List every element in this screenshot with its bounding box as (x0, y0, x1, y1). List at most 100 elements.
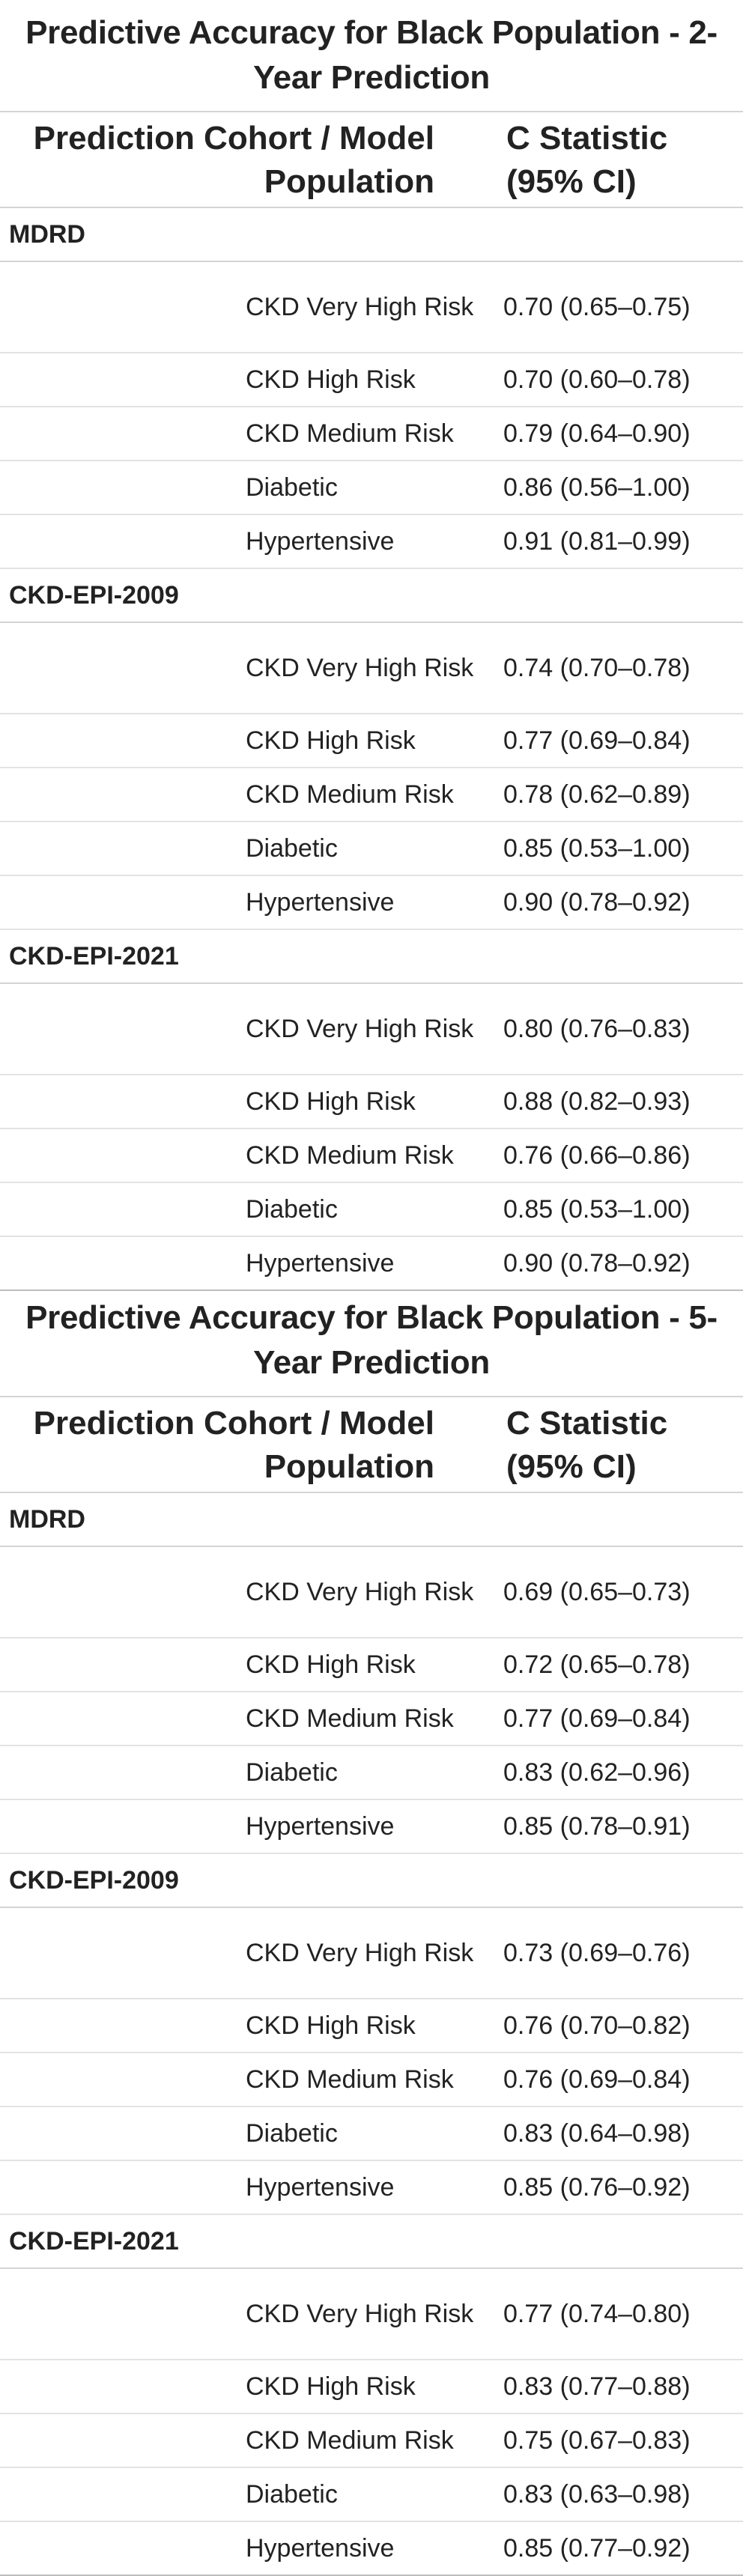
model-group-label: MDRD (0, 208, 743, 262)
model-group-label: CKD-EPI-2021 (0, 930, 743, 984)
cohort-cell: CKD Medium Risk (246, 2426, 454, 2455)
table-row: CKD Medium Risk 0.77 (0.69–0.84) (0, 1692, 743, 1746)
table-row: Hypertensive 0.85 (0.77–0.92) (0, 2522, 743, 2576)
cohort-cell: CKD Medium Risk (246, 2065, 454, 2094)
cohort-cell: CKD High Risk (246, 1650, 416, 1679)
c-statistic-cell: 0.90 (0.78–0.92) (503, 1248, 691, 1278)
c-statistic-cell: 0.77 (0.69–0.84) (503, 1704, 691, 1733)
cohort-cell: CKD High Risk (246, 2372, 416, 2401)
c-statistic-cell: 0.70 (0.65–0.75) (503, 292, 691, 321)
table-row: Diabetic 0.86 (0.56–1.00) (0, 461, 743, 515)
prediction-table: Predictive Accuracy for Black Population… (0, 14, 743, 1291)
c-statistic-cell: 0.90 (0.78–0.92) (503, 887, 691, 917)
table-row: CKD Very High Risk 0.70 (0.65–0.75) (0, 262, 743, 353)
table-row: CKD Very High Risk 0.74 (0.70–0.78) (0, 623, 743, 714)
column-header-cohort: Prediction Cohort / Model Population (33, 120, 434, 200)
cohort-cell: CKD Medium Risk (246, 1704, 454, 1733)
c-statistic-cell: 0.75 (0.67–0.83) (503, 2425, 691, 2455)
cohort-cell: CKD Medium Risk (246, 1141, 454, 1170)
cohort-cell: Diabetic (246, 1758, 338, 1787)
c-statistic-cell: 0.72 (0.65–0.78) (503, 1650, 691, 1679)
c-statistic-cell: 0.88 (0.82–0.93) (503, 1087, 691, 1116)
cohort-cell: Hypertensive (246, 888, 395, 917)
cohort-cell: Hypertensive (246, 2534, 395, 2563)
column-header-cstat: C Statistic (95% CI) (506, 120, 668, 200)
table-row: CKD Medium Risk 0.76 (0.69–0.84) (0, 2053, 743, 2107)
model-group-label: CKD-EPI-2021 (0, 2215, 743, 2269)
table-row: Hypertensive 0.90 (0.78–0.92) (0, 1237, 743, 1291)
cohort-cell: CKD High Risk (246, 726, 416, 755)
column-header-row: Prediction Cohort / Model Population C St… (0, 1397, 743, 1493)
table-row: Diabetic 0.85 (0.53–1.00) (0, 1183, 743, 1237)
table-row: Hypertensive 0.91 (0.81–0.99) (0, 515, 743, 569)
table-row: CKD Very High Risk 0.73 (0.69–0.76) (0, 1908, 743, 1999)
cohort-cell: Diabetic (246, 2119, 338, 2148)
c-statistic-cell: 0.70 (0.60–0.78) (503, 365, 691, 394)
column-header-cohort: Prediction Cohort / Model Population (33, 1405, 434, 1485)
table-title: Predictive Accuracy for Black Population… (0, 1285, 743, 1397)
table-row: CKD Very High Risk 0.77 (0.74–0.80) (0, 2269, 743, 2360)
c-statistic-cell: 0.77 (0.74–0.80) (503, 2299, 691, 2328)
c-statistic-cell: 0.69 (0.65–0.73) (503, 1577, 691, 1606)
c-statistic-cell: 0.73 (0.69–0.76) (503, 1938, 691, 1967)
cohort-cell: CKD Very High Risk (246, 1578, 474, 1606)
cohort-cell: Hypertensive (246, 1249, 395, 1278)
cohort-cell: Diabetic (246, 834, 338, 863)
c-statistic-cell: 0.85 (0.53–1.00) (503, 833, 691, 863)
table-row: Hypertensive 0.85 (0.78–0.91) (0, 1800, 743, 1854)
table-row: CKD High Risk 0.83 (0.77–0.88) (0, 2360, 743, 2414)
cohort-cell: Hypertensive (246, 527, 395, 556)
cohort-cell: CKD High Risk (246, 1087, 416, 1116)
prediction-table: Predictive Accuracy for Black Population… (0, 1285, 743, 2576)
cohort-cell: Diabetic (246, 2480, 338, 2509)
table-row: CKD Very High Risk 0.80 (0.76–0.83) (0, 984, 743, 1075)
model-group-label: MDRD (0, 1493, 743, 1547)
c-statistic-cell: 0.76 (0.66–0.86) (503, 1140, 691, 1170)
table-row: CKD High Risk 0.76 (0.70–0.82) (0, 1999, 743, 2053)
cohort-cell: CKD Very High Risk (246, 2300, 474, 2328)
c-statistic-cell: 0.76 (0.70–0.82) (503, 2011, 691, 2040)
cohort-cell: CKD Very High Risk (246, 1939, 474, 1967)
c-statistic-cell: 0.74 (0.70–0.78) (503, 653, 691, 682)
cohort-cell: CKD Very High Risk (246, 1015, 474, 1043)
c-statistic-cell: 0.77 (0.69–0.84) (503, 726, 691, 755)
table-row: CKD Medium Risk 0.75 (0.67–0.83) (0, 2414, 743, 2468)
c-statistic-cell: 0.78 (0.62–0.89) (503, 780, 691, 809)
table-row: CKD High Risk 0.70 (0.60–0.78) (0, 353, 743, 407)
c-statistic-cell: 0.85 (0.53–1.00) (503, 1194, 691, 1224)
cohort-cell: CKD Medium Risk (246, 780, 454, 809)
cohort-cell: Diabetic (246, 1195, 338, 1224)
table-row: CKD Medium Risk 0.79 (0.64–0.90) (0, 407, 743, 461)
c-statistic-cell: 0.83 (0.77–0.88) (503, 2372, 691, 2401)
c-statistic-cell: 0.80 (0.76–0.83) (503, 1014, 691, 1043)
table-row: CKD Medium Risk 0.76 (0.66–0.86) (0, 1129, 743, 1183)
table-row: CKD Medium Risk 0.78 (0.62–0.89) (0, 768, 743, 822)
cohort-cell: Hypertensive (246, 2173, 395, 2202)
model-group-label: CKD-EPI-2009 (0, 569, 743, 623)
cohort-cell: CKD Medium Risk (246, 419, 454, 448)
cohort-cell: CKD High Risk (246, 2011, 416, 2040)
c-statistic-cell: 0.83 (0.62–0.96) (503, 1758, 691, 1787)
c-statistic-cell: 0.76 (0.69–0.84) (503, 2065, 691, 2094)
model-group-label: CKD-EPI-2009 (0, 1854, 743, 1908)
c-statistic-cell: 0.91 (0.81–0.99) (503, 526, 691, 556)
c-statistic-cell: 0.83 (0.64–0.98) (503, 2118, 691, 2148)
table-row: Diabetic 0.83 (0.62–0.96) (0, 1746, 743, 1800)
cohort-cell: CKD High Risk (246, 365, 416, 394)
c-statistic-cell: 0.85 (0.77–0.92) (503, 2533, 691, 2563)
table-row: Diabetic 0.83 (0.63–0.98) (0, 2468, 743, 2522)
cohort-cell: CKD Very High Risk (246, 293, 474, 321)
table-row: Diabetic 0.85 (0.53–1.00) (0, 822, 743, 876)
table-row: CKD High Risk 0.88 (0.82–0.93) (0, 1075, 743, 1129)
c-statistic-cell: 0.83 (0.63–0.98) (503, 2479, 691, 2509)
cohort-cell: Diabetic (246, 473, 338, 502)
table-row: Hypertensive 0.85 (0.76–0.92) (0, 2161, 743, 2215)
table-row: CKD High Risk 0.77 (0.69–0.84) (0, 714, 743, 768)
column-header-cstat: C Statistic (95% CI) (506, 1405, 668, 1485)
table-row: CKD High Risk 0.72 (0.65–0.78) (0, 1638, 743, 1692)
table-row: Hypertensive 0.90 (0.78–0.92) (0, 876, 743, 930)
table-row: Diabetic 0.83 (0.64–0.98) (0, 2107, 743, 2161)
cohort-cell: CKD Very High Risk (246, 654, 474, 682)
c-statistic-cell: 0.85 (0.76–0.92) (503, 2172, 691, 2202)
